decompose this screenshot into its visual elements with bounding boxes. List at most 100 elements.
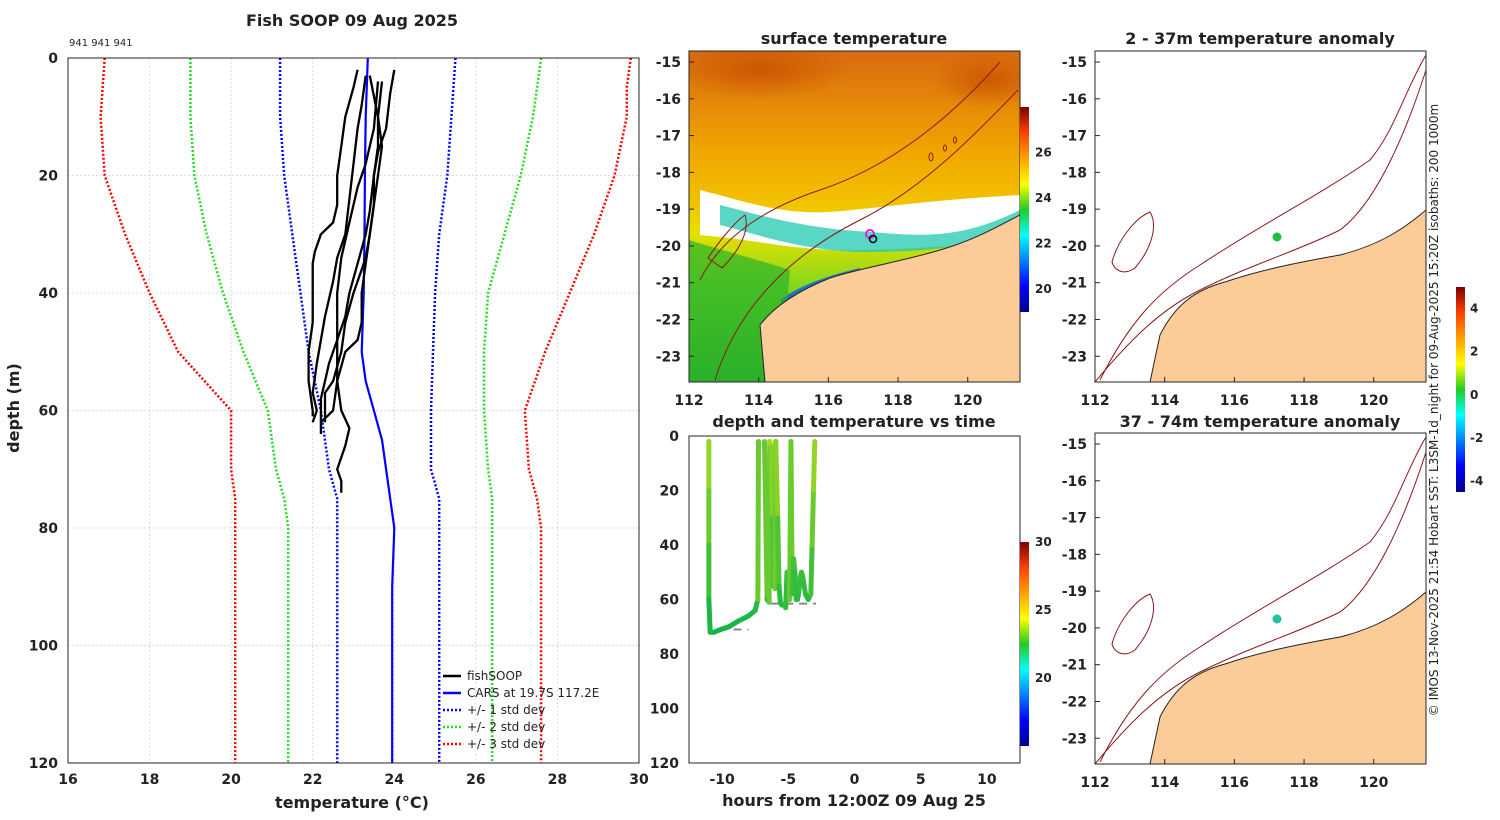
land-mass — [759, 214, 1020, 382]
profile-panel: Fish SOOP 09 Aug 2025 941 941 941 16 18 20… — [4, 11, 649, 812]
reef-3 — [953, 136, 957, 144]
anomaly-colorbar-ticks: 4 2 0 -2 -4 — [1470, 302, 1483, 489]
cars-line — [360, 57, 396, 763]
depth-time-colorbar — [1020, 542, 1029, 746]
map-y-tick: -21 — [1062, 276, 1087, 292]
profile-ylabel: depth (m) — [4, 363, 23, 453]
cast-1-segment — [755, 438, 762, 602]
depth-time-x-tick: 5 — [916, 772, 926, 788]
map-y-tick: -19 — [1062, 584, 1087, 600]
map-x-tick: 116 — [1220, 393, 1249, 409]
sst-warm-patch — [689, 51, 850, 100]
depth-time-frame — [688, 435, 1021, 764]
profile-axes-frame — [67, 57, 640, 764]
colorbar-tick: 25 — [1035, 603, 1052, 617]
sst-colorbar-ticks: 20 22 24 26 — [1035, 146, 1052, 297]
map-y-tick: -19 — [1062, 202, 1087, 218]
anomaly-upper-land — [1149, 209, 1426, 382]
map-y-tick: -15 — [1062, 55, 1087, 71]
side-caption: © IMOS 13-Nov-2025 21:54 Hobart SST: L3S… — [1427, 104, 1441, 716]
profile-x-tick: 28 — [548, 772, 567, 788]
anomaly-upper-isobath-200 — [1099, 54, 1426, 381]
map-y-tick: -17 — [656, 129, 681, 145]
cast-2-segment — [768, 444, 775, 521]
anomaly-upper-title: 2 - 37m temperature anomaly — [1125, 29, 1395, 48]
map-y-tick: -20 — [1062, 621, 1088, 637]
std-lower-line-2 — [189, 58, 290, 763]
map-x-tick: 120 — [1359, 775, 1388, 791]
colorbar-tick: 20 — [1035, 282, 1052, 296]
profile-x-tick: 16 — [58, 772, 77, 788]
cast-2-segment — [810, 438, 818, 493]
fishsoop-profile-5 — [320, 75, 384, 424]
map-y-tick: -18 — [1062, 547, 1087, 563]
legend-std3: +/- 3 std dev — [467, 737, 545, 751]
depth-time-y-tick: 100 — [650, 702, 679, 718]
cast-2-segment — [776, 583, 783, 605]
island-outline — [707, 214, 747, 269]
colorbar-tick: -4 — [1470, 474, 1483, 488]
anomaly-upper-panel: 2 - 37m temperature anomaly 112 114 116 118… — [1062, 29, 1427, 409]
depth-time-y-tick: 80 — [660, 647, 680, 663]
depth-time-colorbar-ticks: 20 25 30 — [1035, 535, 1052, 685]
colorbar-tick: 0 — [1470, 388, 1478, 402]
std-upper-line-2 — [482, 57, 543, 763]
profile-x-tick: 20 — [221, 772, 241, 788]
map-x-tick: 116 — [814, 393, 843, 409]
sst-black-marker — [868, 234, 878, 244]
anomaly-lower-land — [1149, 591, 1426, 764]
map-x-tick: 112 — [1080, 393, 1109, 409]
map-y-tick: -23 — [1062, 731, 1087, 747]
anomaly-lower-isobath-200 — [1099, 436, 1426, 763]
profile-y-tick: 60 — [39, 404, 59, 420]
depth-time-panel: depth and temperature vs time -10 -5 0 5 10 … — [650, 412, 1052, 810]
fishsoop-profile-2 — [311, 75, 367, 423]
profile-x-ticks: 16 18 20 22 24 26 28 30 — [58, 772, 649, 788]
legend-std1: +/- 1 std dev — [467, 703, 545, 717]
map-y-tick: -17 — [1062, 129, 1087, 145]
anomaly-upper-isobath-1000 — [1095, 69, 1426, 382]
map-y-tick: -23 — [656, 349, 681, 365]
map-y-tick: -17 — [1062, 511, 1087, 527]
colorbar-tick: 30 — [1035, 535, 1052, 549]
profile-y-tick: 0 — [48, 51, 58, 67]
anomaly-upper-frame — [1094, 50, 1427, 383]
map-y-tick: -22 — [1062, 694, 1087, 710]
std-upper-line-1 — [429, 57, 457, 763]
depth-time-title: depth and temperature vs time — [712, 412, 995, 431]
map-y-tick: -19 — [656, 202, 681, 218]
std-lower-line-3 — [99, 57, 237, 763]
profile-title: Fish SOOP 09 Aug 2025 — [246, 11, 458, 30]
map-y-tick: -15 — [1062, 437, 1087, 453]
map-y-tick: -18 — [1062, 165, 1087, 181]
profile-y-tick: 20 — [39, 169, 59, 185]
depth-time-y-tick: 0 — [669, 429, 679, 445]
anomaly-colorbar — [1456, 287, 1465, 492]
map-y-tick: -23 — [1062, 349, 1087, 365]
std-upper-line-3 — [523, 57, 633, 763]
cast-2-segment — [773, 438, 781, 521]
map-x-tick: 114 — [1150, 393, 1179, 409]
colorbar-tick: 24 — [1035, 191, 1052, 205]
reef-2 — [943, 144, 947, 152]
legend-std2: +/- 2 std dev — [467, 720, 545, 734]
cast-2-segment — [809, 488, 816, 548]
cast-2-segment — [808, 542, 815, 597]
map-x-tick: 118 — [1289, 775, 1318, 791]
anomaly-lower-point — [1272, 614, 1282, 624]
profile-legend: fishSOOP CARS at 19.7S 117.2E +/- 1 std … — [443, 669, 599, 751]
anomaly-upper-ticks: 112 114 116 118 120 -15 -16 -17 -18 -19 -20 -21 -22 -… — [1062, 55, 1389, 409]
colorbar-tick: 4 — [1470, 302, 1478, 316]
cast-1-segment — [706, 597, 713, 635]
map-x-tick: 114 — [1150, 775, 1179, 791]
profile-x-tick: 24 — [385, 772, 405, 788]
anomaly-upper-map — [1095, 51, 1426, 382]
isobath-1000 — [714, 89, 1019, 381]
depth-time-x-tick: -5 — [781, 772, 797, 788]
profile-xlabel: temperature (°C) — [275, 793, 429, 812]
depth-time-y-tick: 20 — [660, 484, 680, 500]
map-x-tick: 112 — [674, 393, 703, 409]
depth-time-x-ticks: -10 -5 0 5 10 — [709, 772, 996, 788]
map-x-tick: 120 — [1359, 393, 1388, 409]
depth-time-xlabel: hours from 12:00Z 09 Aug 25 — [722, 791, 986, 810]
